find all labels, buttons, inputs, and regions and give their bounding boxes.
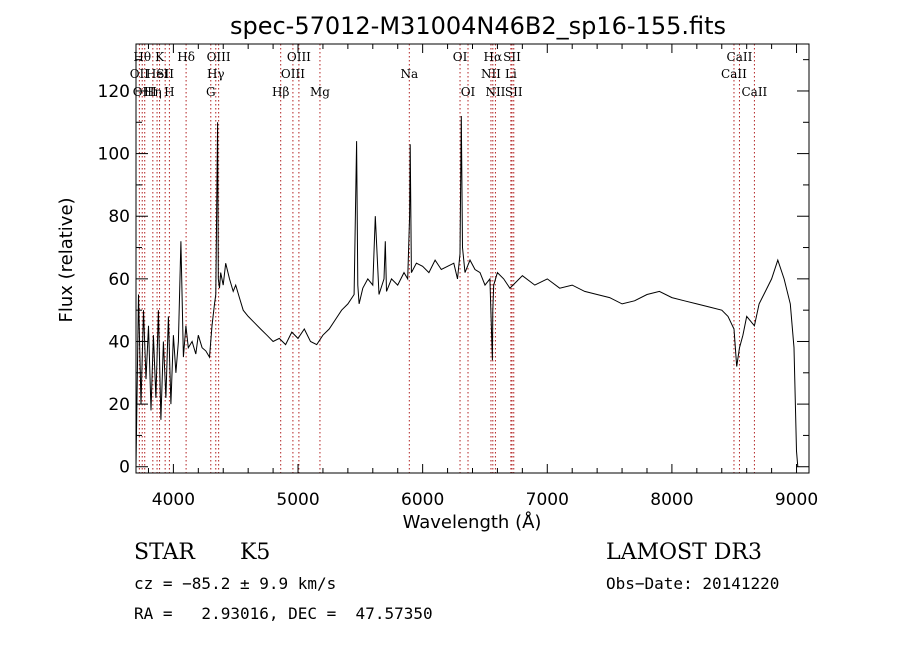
- spectral-line-labels: OIIHθOIIIHηHeIKSIIHHδGHγOIIIHβOIIIOIIIMg…: [130, 50, 768, 99]
- subclass: K5: [240, 540, 271, 565]
- line-label-12: Hβ: [272, 85, 289, 99]
- line-label-7: H: [164, 85, 174, 99]
- plot-frame: [135, 43, 810, 474]
- line-label-26: CaII: [727, 50, 753, 64]
- x-axis-label: Wavelength (Å): [403, 511, 542, 533]
- line-label-3: Hη: [144, 85, 162, 99]
- chart-title: spec-57012-M31004N46B2_sp16-155.fits: [230, 12, 726, 40]
- coordinates: RA = 2.93016, DEC = 47.57350: [134, 604, 433, 623]
- survey-name: LAMOST DR3: [606, 540, 762, 565]
- x-tick-label-5: 9000: [775, 490, 818, 510]
- x-tick-label-3: 7000: [526, 490, 569, 510]
- y-axis-label: Flux (relative): [56, 197, 77, 322]
- line-label-18: OI: [461, 85, 476, 99]
- line-label-27: CaII: [741, 85, 767, 99]
- x-tick-label-2: 6000: [401, 490, 444, 510]
- y-tick-label-1: 20: [108, 395, 130, 415]
- line-label-10: Hγ: [207, 67, 225, 81]
- observation-date: Obs−Date: 20141220: [606, 574, 780, 593]
- line-label-22: Li: [505, 67, 517, 81]
- y-tick-label-4: 80: [108, 207, 130, 227]
- line-label-15: Mg: [310, 85, 330, 99]
- object-class: STAR: [134, 540, 195, 565]
- y-tick-label-3: 60: [108, 270, 130, 290]
- line-label-0: OII: [130, 67, 150, 81]
- x-tick-label-0: 4000: [152, 490, 195, 510]
- line-label-4: HeI: [146, 67, 169, 81]
- line-label-25: CaII: [721, 67, 747, 81]
- line-label-20: Hα: [484, 50, 503, 64]
- line-label-19: NII: [481, 67, 501, 81]
- line-label-9: G: [206, 85, 216, 99]
- line-label-11: OIII: [207, 50, 231, 64]
- y-tick-label-6: 120: [98, 82, 130, 102]
- line-label-5: K: [155, 50, 165, 64]
- line-label-21: NII: [485, 85, 505, 99]
- line-label-8: Hδ: [177, 50, 195, 64]
- flux-line: [135, 115, 799, 467]
- spectral-line-markers: [138, 44, 755, 473]
- line-label-1: Hθ: [133, 50, 151, 64]
- x-axis: 4000 5000 6000 7000 8000 9000: [147, 44, 818, 510]
- y-tick-label-2: 40: [108, 332, 130, 352]
- line-label-23: SII: [503, 50, 521, 64]
- line-label-24: SII: [505, 85, 523, 99]
- line-label-2: OIII: [133, 85, 157, 99]
- redshift-value: cz = −85.2 ± 9.9 km/s: [134, 574, 337, 593]
- line-label-14: OIII: [287, 50, 311, 64]
- line-label-6: SII: [156, 67, 174, 81]
- line-label-13: OIII: [281, 67, 305, 81]
- y-axis: 0 20 40 60 80 100 120: [98, 59, 809, 478]
- y-tick-label-5: 100: [98, 145, 130, 165]
- line-label-16: Na: [400, 67, 418, 81]
- line-label-17: OI: [453, 50, 468, 64]
- x-tick-label-1: 5000: [276, 490, 319, 510]
- x-tick-label-4: 8000: [650, 490, 693, 510]
- y-tick-label-0: 0: [119, 458, 130, 478]
